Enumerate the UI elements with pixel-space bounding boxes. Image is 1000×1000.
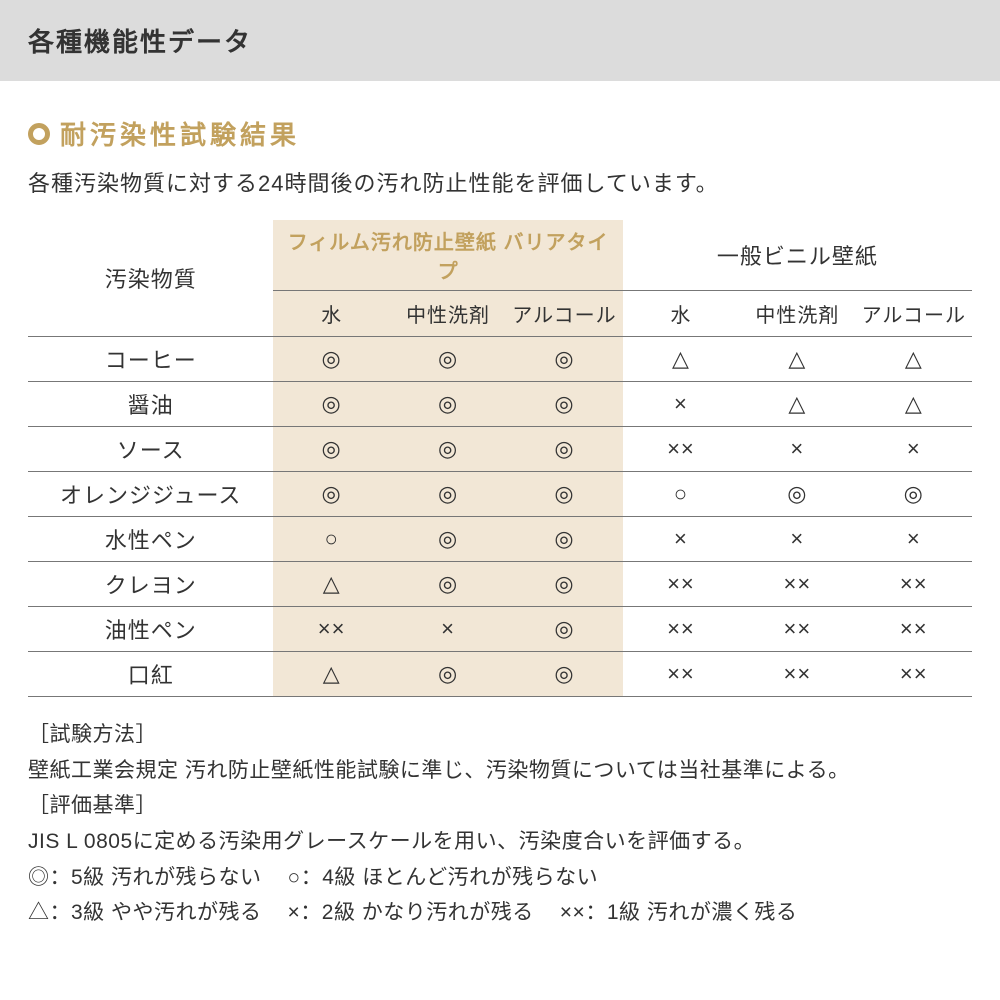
cell: ×× — [623, 427, 739, 472]
table-row: 油性ペン×××◎×××××× — [28, 607, 972, 652]
cell: × — [856, 427, 972, 472]
cell: ◎ — [856, 472, 972, 517]
row-label: コーヒー — [28, 337, 273, 382]
row-header-label: 汚染物質 — [28, 220, 273, 337]
legend-item: ◎：5級 汚れが残らない — [28, 860, 262, 896]
cell: ◎ — [506, 472, 622, 517]
cell: △ — [856, 337, 972, 382]
legend-line-1: ◎：5級 汚れが残らない ○：4級 ほとんど汚れが残らない — [28, 860, 972, 896]
cell: ◎ — [390, 382, 506, 427]
cell: ◎ — [273, 472, 389, 517]
cell: ◎ — [390, 652, 506, 697]
cell: ×× — [739, 562, 855, 607]
legend-item: △：3級 やや汚れが残る — [28, 895, 262, 931]
method-head: ［試験方法］ — [28, 717, 972, 753]
table-row: クレヨン△◎◎×××××× — [28, 562, 972, 607]
section-title: 耐汚染性試験結果 — [28, 115, 972, 152]
cell: ◎ — [506, 382, 622, 427]
legend-item: ×：2級 かなり汚れが残る — [288, 895, 534, 931]
subhead: 中性洗剤 — [739, 291, 855, 337]
cell: ×× — [856, 652, 972, 697]
cell: ◎ — [390, 472, 506, 517]
cell: △ — [856, 382, 972, 427]
row-label: オレンジジュース — [28, 472, 273, 517]
cell: ◎ — [273, 427, 389, 472]
bullet-icon — [28, 123, 50, 145]
cell: × — [739, 517, 855, 562]
table-row: 醤油◎◎◎×△△ — [28, 382, 972, 427]
row-label: ソース — [28, 427, 273, 472]
table-row: コーヒー◎◎◎△△△ — [28, 337, 972, 382]
criteria-head: ［評価基準］ — [28, 788, 972, 824]
cell: ◎ — [506, 517, 622, 562]
cell: △ — [273, 562, 389, 607]
group-head-film: フィルム汚れ防止壁紙 バリアタイプ — [273, 220, 622, 291]
cell: ◎ — [506, 562, 622, 607]
table-row: 口紅△◎◎×××××× — [28, 652, 972, 697]
row-label: 油性ペン — [28, 607, 273, 652]
cell: ◎ — [506, 337, 622, 382]
cell: ◎ — [506, 607, 622, 652]
content-area: 耐汚染性試験結果 各種汚染物質に対する24時間後の汚れ防止性能を評価しています。… — [0, 81, 1000, 931]
cell: × — [856, 517, 972, 562]
table-row: 水性ペン○◎◎××× — [28, 517, 972, 562]
cell: ×× — [623, 562, 739, 607]
cell: ×× — [739, 652, 855, 697]
cell: ×× — [856, 607, 972, 652]
row-label: 醤油 — [28, 382, 273, 427]
subhead: アルコール — [856, 291, 972, 337]
lead-text: 各種汚染物質に対する24時間後の汚れ防止性能を評価しています。 — [28, 166, 972, 198]
page-header: 各種機能性データ — [0, 0, 1000, 81]
cell: ◎ — [273, 382, 389, 427]
legend-line-2: △：3級 やや汚れが残る ×：2級 かなり汚れが残る ××：1級 汚れが濃く残る — [28, 895, 972, 931]
notes-block: ［試験方法］ 壁紙工業会規定 汚れ防止壁紙性能試験に準じ、汚染物質については当社… — [28, 717, 972, 931]
cell: ◎ — [390, 562, 506, 607]
cell: × — [623, 382, 739, 427]
subhead: アルコール — [506, 291, 622, 337]
cell: ◎ — [506, 652, 622, 697]
cell: × — [739, 427, 855, 472]
criteria-body: JIS L 0805に定める汚染用グレースケールを用い、汚染度合いを評価する。 — [28, 824, 972, 860]
row-label: クレヨン — [28, 562, 273, 607]
cell: × — [623, 517, 739, 562]
cell: △ — [273, 652, 389, 697]
row-label: 口紅 — [28, 652, 273, 697]
cell: ×× — [273, 607, 389, 652]
cell: ×× — [623, 607, 739, 652]
cell: ◎ — [390, 517, 506, 562]
cell: △ — [739, 382, 855, 427]
cell: ×× — [739, 607, 855, 652]
subhead: 水 — [273, 291, 389, 337]
subhead: 水 — [623, 291, 739, 337]
legend-item: ○：4級 ほとんど汚れが残らない — [288, 860, 599, 896]
cell: ◎ — [506, 427, 622, 472]
cell: ×× — [623, 652, 739, 697]
results-table: 汚染物質 フィルム汚れ防止壁紙 バリアタイプ 一般ビニル壁紙 水 中性洗剤 アル… — [28, 220, 972, 697]
legend-item: ××：1級 汚れが濃く残る — [560, 895, 798, 931]
cell: ◎ — [390, 337, 506, 382]
cell: ◎ — [390, 427, 506, 472]
section-title-text: 耐汚染性試験結果 — [60, 115, 300, 152]
cell: ○ — [623, 472, 739, 517]
cell: ×× — [856, 562, 972, 607]
cell: ◎ — [273, 337, 389, 382]
cell: ◎ — [739, 472, 855, 517]
cell: ○ — [273, 517, 389, 562]
table-row: ソース◎◎◎×××× — [28, 427, 972, 472]
subhead: 中性洗剤 — [390, 291, 506, 337]
row-label: 水性ペン — [28, 517, 273, 562]
table-row: オレンジジュース◎◎◎○◎◎ — [28, 472, 972, 517]
cell: △ — [739, 337, 855, 382]
cell: × — [390, 607, 506, 652]
method-body: 壁紙工業会規定 汚れ防止壁紙性能試験に準じ、汚染物質については当社基準による。 — [28, 753, 972, 789]
group-head-plain: 一般ビニル壁紙 — [623, 220, 972, 291]
cell: △ — [623, 337, 739, 382]
page-title: 各種機能性データ — [28, 27, 252, 57]
